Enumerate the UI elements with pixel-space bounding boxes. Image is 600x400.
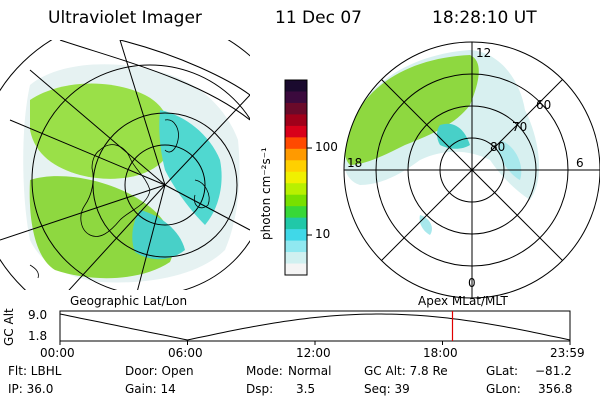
timeline-ylabel: GC Alt — [2, 308, 16, 346]
colorbar-tick-100: 100 — [315, 140, 338, 154]
coastline — [29, 119, 210, 279]
emission-region-upper — [30, 83, 172, 179]
colorbar-band — [285, 114, 307, 127]
colorbar-band — [285, 206, 307, 219]
lat-label-70: 70 — [512, 120, 528, 134]
colorbar-band — [285, 137, 307, 150]
lat-label-80: 80 — [490, 140, 506, 154]
filter-readout: Flt: LBHL — [8, 364, 62, 378]
mlt-label-0: 0 — [468, 276, 476, 290]
timeline-ymax: 9.0 — [28, 308, 48, 322]
colorbar-label: photon cm⁻²s⁻¹ — [259, 147, 273, 240]
timeline-xtick-4: 23:59 — [550, 346, 585, 360]
mlt-plot-caption: Apex MLat/MLT — [418, 294, 508, 308]
colorbar-tick-10: 10 — [315, 227, 331, 241]
date-label: 11 Dec 07 — [275, 8, 362, 28]
seq-readout: Seq: 39 — [364, 382, 410, 396]
timeline-xtick-0: 00:00 — [40, 346, 75, 360]
colorbar-band — [285, 125, 307, 138]
colorbar-band — [285, 80, 307, 92]
polar-grid — [343, 41, 600, 299]
colorbar — [284, 79, 312, 276]
dsp-readout: 3.5 — [296, 382, 316, 396]
gc-alt-readout: GC Alt: 7.8 Re — [364, 364, 448, 378]
ip-readout: IP: 36.0 — [8, 382, 54, 396]
time-label: 18:28:10 UT — [432, 8, 537, 28]
timeline-panel — [59, 310, 571, 345]
mode-label: Mode: — [246, 364, 283, 378]
emission-region-right — [159, 110, 222, 225]
mlt-label-6: 6 — [576, 156, 584, 170]
mode-readout: Normal — [288, 364, 332, 378]
colorbar-band — [285, 263, 307, 276]
colorbar-band — [285, 217, 307, 230]
glon-readout: 356.8 — [538, 382, 573, 396]
colorbar-band — [285, 183, 307, 196]
altitude-curve — [59, 313, 571, 341]
app-title: Ultraviolet Imager — [48, 8, 202, 28]
colorbar-band — [285, 194, 307, 207]
colorbar-band — [285, 229, 307, 242]
timeline-xtick-3: 18:00 — [423, 346, 458, 360]
colorbar-band — [285, 160, 307, 173]
colorbar-band — [285, 148, 307, 161]
dsp-label: Dsp: — [246, 382, 274, 396]
glat-readout: −81.2 — [535, 364, 572, 378]
timeline-xtick-1: 06:00 — [168, 346, 203, 360]
colorbar-band — [285, 102, 307, 115]
colorbar-band — [285, 171, 307, 184]
emission-region-cusp — [132, 210, 185, 260]
colorbar-band — [285, 91, 307, 104]
lat-label-60: 60 — [536, 98, 552, 112]
timeline-xtick-2: 12:00 — [296, 346, 331, 360]
glon-label: GLon: — [486, 382, 521, 396]
door-readout: Door: Open — [125, 364, 194, 378]
glat-label: GLat: — [486, 364, 519, 378]
map-caption: Geographic Lat/Lon — [70, 294, 188, 308]
colorbar-band — [285, 252, 307, 265]
polar-emission-spot — [437, 123, 470, 149]
gain-readout: Gain: 14 — [125, 382, 176, 396]
mlt-label-12: 12 — [476, 46, 492, 60]
mlt-label-18: 18 — [347, 156, 363, 170]
timeline-ymin: 1.8 — [28, 329, 48, 343]
polar-plot — [343, 41, 600, 299]
colorbar-band — [285, 240, 307, 253]
geographic-map — [0, 40, 250, 290]
